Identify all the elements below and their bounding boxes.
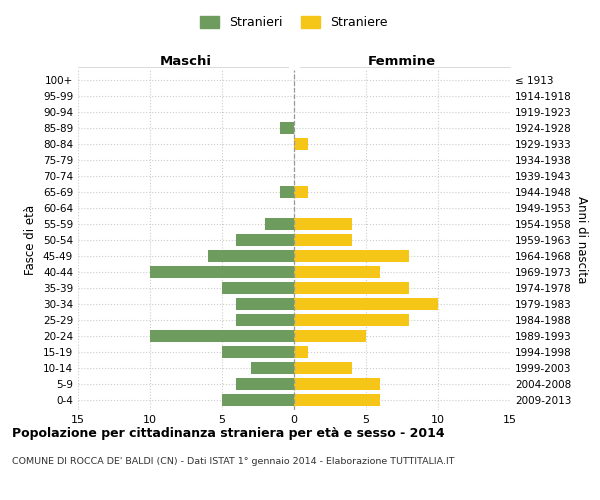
Bar	[294, 266, 380, 278]
Y-axis label: Fasce di età: Fasce di età	[25, 205, 37, 275]
Bar	[222, 282, 294, 294]
Bar	[208, 250, 294, 262]
Bar	[294, 314, 409, 326]
Bar	[294, 186, 308, 198]
Bar	[280, 186, 294, 198]
Text: Maschi: Maschi	[160, 56, 212, 68]
Bar	[294, 298, 438, 310]
Bar	[294, 234, 352, 246]
Bar	[236, 378, 294, 390]
Text: Popolazione per cittadinanza straniera per età e sesso - 2014: Popolazione per cittadinanza straniera p…	[12, 428, 445, 440]
Bar	[222, 346, 294, 358]
Bar	[236, 314, 294, 326]
Legend: Stranieri, Straniere: Stranieri, Straniere	[196, 11, 392, 34]
Bar	[294, 218, 352, 230]
Y-axis label: Anni di nascita: Anni di nascita	[575, 196, 588, 284]
Bar	[294, 282, 409, 294]
Bar	[150, 330, 294, 342]
Text: Femmine: Femmine	[368, 56, 436, 68]
Bar	[236, 298, 294, 310]
Bar	[294, 346, 308, 358]
Bar	[294, 138, 308, 150]
Bar	[294, 362, 352, 374]
Bar	[294, 330, 366, 342]
Bar	[280, 122, 294, 134]
Bar	[150, 266, 294, 278]
Bar	[222, 394, 294, 406]
Bar	[294, 378, 380, 390]
Text: COMUNE DI ROCCA DE' BALDI (CN) - Dati ISTAT 1° gennaio 2014 - Elaborazione TUTTI: COMUNE DI ROCCA DE' BALDI (CN) - Dati IS…	[12, 458, 455, 466]
Bar	[265, 218, 294, 230]
Bar	[236, 234, 294, 246]
Bar	[294, 250, 409, 262]
Bar	[251, 362, 294, 374]
Bar	[294, 394, 380, 406]
